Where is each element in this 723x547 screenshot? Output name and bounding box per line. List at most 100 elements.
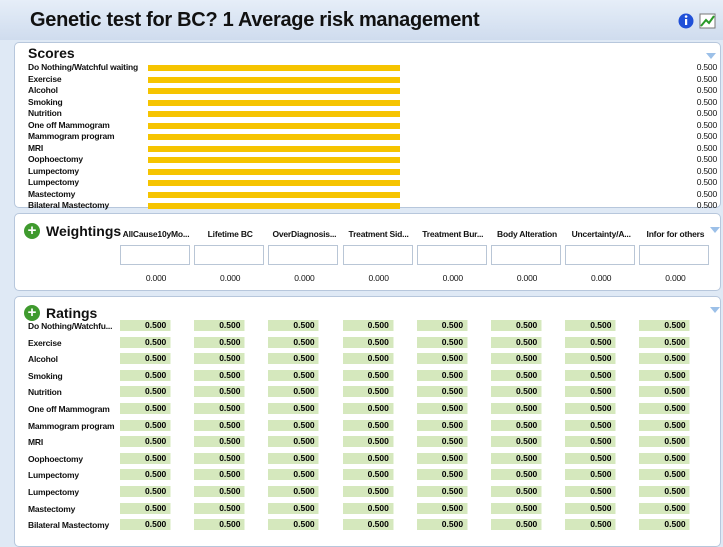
rating-cell[interactable]: 0.500 <box>194 403 265 414</box>
weight-input[interactable] <box>194 245 265 265</box>
rating-cell[interactable]: 0.500 <box>565 320 636 331</box>
rating-cell[interactable]: 0.500 <box>342 419 413 431</box>
rating-cell[interactable]: 0.500 <box>639 452 710 464</box>
rating-cell[interactable]: 0.500 <box>565 369 636 381</box>
rating-cell[interactable]: 0.500 <box>268 369 339 381</box>
rating-cell[interactable]: 0.500 <box>416 336 487 348</box>
rating-cell[interactable]: 0.500 <box>491 436 561 448</box>
rating-cell[interactable]: 0.500 <box>565 436 636 448</box>
rating-cell[interactable]: 0.500 <box>268 336 339 348</box>
rating-cell[interactable]: 0.500 <box>639 502 710 514</box>
rating-cell[interactable]: 0.500 <box>268 419 339 431</box>
rating-cell[interactable]: 0.500 <box>565 486 636 497</box>
rating-cell[interactable]: 0.500 <box>120 486 190 497</box>
rating-cell[interactable]: 0.500 <box>491 353 561 365</box>
rating-cell[interactable]: 0.500 <box>416 419 487 431</box>
rating-cell[interactable]: 0.500 <box>565 519 636 531</box>
rating-cell[interactable]: 0.500 <box>120 336 190 348</box>
rating-cell[interactable]: 0.500 <box>639 403 710 414</box>
rating-cell[interactable]: 0.500 <box>416 469 487 481</box>
collapse[interactable] <box>706 53 716 59</box>
rating-cell[interactable]: 0.500 <box>416 452 487 464</box>
rating-cell[interactable]: 0.500 <box>342 336 413 348</box>
rating-cell[interactable]: 0.500 <box>194 386 265 398</box>
rating-cell[interactable]: 0.500 <box>120 320 190 331</box>
rating-cell[interactable]: 0.500 <box>639 519 710 531</box>
rating-cell[interactable]: 0.500 <box>342 519 413 531</box>
weight-input[interactable] <box>416 245 487 265</box>
rating-cell[interactable]: 0.500 <box>194 502 265 514</box>
rating-cell[interactable]: 0.500 <box>342 469 413 481</box>
rating-cell[interactable]: 0.500 <box>120 403 190 414</box>
rating-cell[interactable]: 0.500 <box>565 403 636 414</box>
rating-cell[interactable]: 0.500 <box>639 469 710 481</box>
rating-cell[interactable]: 0.500 <box>565 502 636 514</box>
rating-cell[interactable]: 0.500 <box>120 469 190 481</box>
rating-cell[interactable]: 0.500 <box>639 419 710 431</box>
icons[interactable] <box>678 11 718 31</box>
rating-cell[interactable]: 0.500 <box>491 469 561 481</box>
rating-cell[interactable]: 0.500 <box>120 353 190 365</box>
rating-cell[interactable]: 0.500 <box>491 419 561 431</box>
rating-cell[interactable]: 0.500 <box>268 486 339 497</box>
rating-cell[interactable]: 0.500 <box>491 486 561 497</box>
rating-cell[interactable]: 0.500 <box>194 353 265 365</box>
collapse[interactable] <box>710 307 720 313</box>
rating-cell[interactable]: 0.500 <box>491 320 561 331</box>
rating-cell[interactable]: 0.500 <box>342 320 413 331</box>
rating-cell[interactable]: 0.500 <box>342 436 413 448</box>
rating-cell[interactable]: 0.500 <box>268 519 339 531</box>
rating-cell[interactable]: 0.500 <box>416 519 487 531</box>
rating-cell[interactable]: 0.500 <box>120 452 190 464</box>
rating-cell[interactable]: 0.500 <box>342 486 413 497</box>
rating-cell[interactable]: 0.500 <box>268 320 339 331</box>
rating-cell[interactable]: 0.500 <box>565 419 636 431</box>
rating-cell[interactable]: 0.500 <box>639 336 710 348</box>
rating-cell[interactable]: 0.500 <box>639 436 710 448</box>
rating-cell[interactable]: 0.500 <box>416 386 487 398</box>
rating-cell[interactable]: 0.500 <box>416 320 487 331</box>
add-button[interactable]: + <box>24 223 40 239</box>
rating-cell[interactable]: 0.500 <box>342 502 413 514</box>
rating-cell[interactable]: 0.500 <box>639 386 710 398</box>
rating-cell[interactable]: 0.500 <box>639 320 710 331</box>
rating-cell[interactable]: 0.500 <box>342 369 413 381</box>
rating-cell[interactable]: 0.500 <box>120 502 190 514</box>
rating-cell[interactable]: 0.500 <box>120 519 190 531</box>
rating-cell[interactable]: 0.500 <box>342 353 413 365</box>
collapse[interactable] <box>710 227 720 233</box>
rating-cell[interactable]: 0.500 <box>120 369 190 381</box>
rating-cell[interactable]: 0.500 <box>565 452 636 464</box>
rating-cell[interactable]: 0.500 <box>565 353 636 365</box>
rating-cell[interactable]: 0.500 <box>416 353 487 365</box>
weight-input[interactable] <box>639 245 710 265</box>
rating-cell[interactable]: 0.500 <box>416 369 487 381</box>
rating-cell[interactable]: 0.500 <box>565 336 636 348</box>
rating-cell[interactable]: 0.500 <box>342 452 413 464</box>
rating-cell[interactable]: 0.500 <box>565 386 636 398</box>
rating-cell[interactable]: 0.500 <box>491 403 561 414</box>
rating-cell[interactable]: 0.500 <box>639 486 710 497</box>
rating-cell[interactable]: 0.500 <box>194 369 265 381</box>
rating-cell[interactable]: 0.500 <box>120 436 190 448</box>
rating-cell[interactable]: 0.500 <box>194 452 265 464</box>
rating-cell[interactable]: 0.500 <box>268 403 339 414</box>
rating-cell[interactable]: 0.500 <box>416 502 487 514</box>
rating-cell[interactable]: 0.500 <box>416 486 487 497</box>
rating-cell[interactable]: 0.500 <box>194 419 265 431</box>
weight-input[interactable] <box>565 245 636 265</box>
rating-cell[interactable]: 0.500 <box>194 486 265 497</box>
rating-cell[interactable]: 0.500 <box>120 419 190 431</box>
rating-cell[interactable]: 0.500 <box>194 469 265 481</box>
rating-cell[interactable]: 0.500 <box>565 469 636 481</box>
rating-cell[interactable]: 0.500 <box>491 369 561 381</box>
rating-cell[interactable]: 0.500 <box>268 436 339 448</box>
rating-cell[interactable]: 0.500 <box>639 369 710 381</box>
rating-cell[interactable]: 0.500 <box>194 519 265 531</box>
rating-cell[interactable]: 0.500 <box>268 469 339 481</box>
add-button[interactable]: + <box>24 305 40 321</box>
rating-cell[interactable]: 0.500 <box>268 353 339 365</box>
weight-input[interactable] <box>268 245 339 265</box>
rating-cell[interactable]: 0.500 <box>491 336 561 348</box>
rating-cell[interactable]: 0.500 <box>120 386 190 398</box>
